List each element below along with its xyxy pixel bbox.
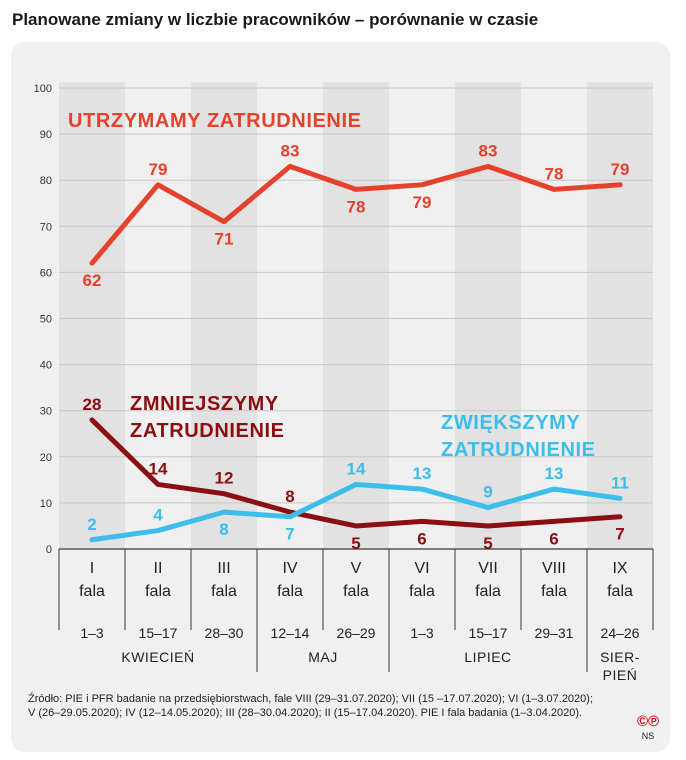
publisher-logo: ©℗ NS (630, 714, 666, 744)
data-label-keep: 71 (215, 230, 234, 249)
data-label-keep: 78 (545, 164, 564, 183)
data-label-keep: 62 (83, 271, 102, 290)
series-line-keep (89, 163, 623, 266)
data-label-decrease: 7 (615, 525, 624, 544)
data-label-increase: 8 (219, 520, 228, 539)
data-labels: 62 79 71 83 78 79 83 78 79 28 14 12 8 5 6 5 6 7 2 4 8 7 14 13 9 1… (83, 141, 630, 553)
data-label-increase: 2 (87, 515, 96, 534)
x-tick-dates: 26–29 (337, 625, 376, 641)
x-tick-fala: fala (475, 583, 501, 600)
data-label-decrease: 12 (215, 469, 234, 488)
month-label: MAJ (308, 649, 338, 665)
x-tick-wave: I (90, 560, 94, 577)
x-tick-fala: fala (541, 583, 567, 600)
data-label-keep: 83 (479, 141, 498, 160)
source-note: Źródło: PIE i PFR badanie na przedsiębio… (28, 693, 594, 719)
y-tick-label: 0 (46, 544, 52, 556)
x-tick-dates: 1–3 (80, 625, 104, 641)
series-name-increase: ZWIĘKSZYMY (441, 412, 580, 434)
data-label-increase: 13 (413, 464, 432, 483)
x-tick-wave: IX (612, 560, 627, 577)
y-tick-label: 50 (40, 314, 52, 326)
series-name-decrease: ZMNIEJSZYMY (130, 393, 279, 415)
series-names: UTRZYMAMY ZATRUDNIENIE ZMNIEJSZYMY ZATRUDN… (68, 110, 596, 461)
x-tick-dates: 1–3 (410, 625, 434, 641)
y-tick-label: 100 (34, 83, 52, 95)
y-tick-label: 10 (40, 498, 52, 510)
x-tick-fala: fala (409, 583, 435, 600)
data-label-decrease: 5 (351, 534, 360, 553)
chart-title: Planowane zmiany w liczbie pracowników –… (12, 10, 539, 29)
column-band (455, 82, 521, 549)
data-label-keep: 78 (347, 197, 366, 216)
data-label-keep: 79 (149, 160, 168, 179)
x-tick-fala: fala (79, 583, 105, 600)
x-tick-wave: IV (282, 560, 297, 577)
data-label-decrease: 28 (83, 395, 102, 414)
data-label-keep: 79 (611, 160, 630, 179)
x-tick-wave: III (217, 560, 230, 577)
y-tick-label: 40 (40, 360, 52, 372)
y-tick-label: 20 (40, 452, 52, 464)
data-label-keep: 83 (281, 141, 300, 160)
data-label-decrease: 5 (483, 534, 492, 553)
column-band (587, 82, 653, 549)
month-label: KWIECIEŃ (121, 649, 194, 665)
data-label-keep: 79 (413, 193, 432, 212)
y-tick-label: 80 (40, 175, 52, 187)
y-tick-label: 90 (40, 129, 52, 141)
x-tick-fala: fala (607, 583, 633, 600)
data-label-increase: 14 (347, 459, 366, 478)
x-tick-dates: 28–30 (205, 625, 244, 641)
y-tick-label: 60 (40, 267, 52, 279)
author-initials: NS (641, 731, 655, 741)
x-tick-fala: fala (211, 583, 237, 600)
copyright-marks: ©℗ (636, 713, 660, 730)
x-tick-wave: VIII (542, 560, 566, 577)
data-label-increase: 11 (611, 473, 629, 492)
x-tick-wave: VI (414, 560, 429, 577)
x-tick-fala: fala (277, 583, 303, 600)
x-tick-dates: 15–17 (469, 625, 508, 641)
data-label-increase: 9 (483, 483, 492, 502)
y-tick-label: 70 (40, 221, 52, 233)
month-label: LIPIEC (464, 649, 511, 665)
data-label-decrease: 14 (149, 459, 168, 478)
month-label: PIEŃ (603, 667, 638, 683)
data-label-decrease: 6 (549, 529, 558, 548)
data-label-increase: 7 (285, 525, 294, 544)
column-band (191, 82, 257, 549)
column-band (323, 82, 389, 549)
y-axis-ticks: 0 10 20 30 40 50 60 70 80 90 100 (34, 83, 52, 556)
series-line-decrease (89, 417, 623, 529)
x-tick-fala: fala (343, 583, 369, 600)
x-tick-wave: II (154, 560, 163, 577)
series-name-keep: UTRZYMAMY ZATRUDNIENIE (68, 110, 362, 132)
x-tick-wave: VII (478, 560, 498, 577)
x-tick-fala: fala (145, 583, 171, 600)
x-tick-dates: 12–14 (271, 625, 310, 641)
data-label-decrease: 6 (417, 529, 426, 548)
month-label: SIER- (600, 649, 640, 665)
y-tick-label: 30 (40, 406, 52, 418)
data-label-increase: 13 (545, 464, 564, 483)
x-tick-dates: 24–26 (601, 625, 640, 641)
x-tick-wave: V (351, 560, 362, 577)
column-bands (59, 82, 653, 549)
series-lines (89, 163, 623, 543)
series-name-decrease: ZATRUDNIENIE (130, 420, 285, 442)
x-tick-dates: 15–17 (139, 625, 178, 641)
column-band (59, 82, 125, 549)
x-tick-dates: 29–31 (535, 625, 574, 641)
data-label-increase: 4 (153, 506, 163, 525)
series-name-increase: ZATRUDNIENIE (441, 439, 596, 461)
data-label-decrease: 8 (285, 487, 294, 506)
gridlines (59, 87, 653, 550)
series-line-increase (89, 481, 623, 543)
